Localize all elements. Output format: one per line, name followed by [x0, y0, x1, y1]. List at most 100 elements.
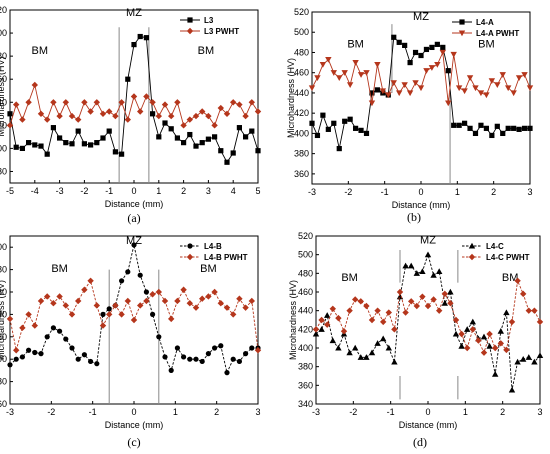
y-tick-label: 380 — [0, 377, 7, 387]
x-tick-label: -5 — [6, 186, 14, 196]
data-point — [511, 125, 517, 131]
data-point — [499, 72, 506, 78]
data-point — [402, 42, 408, 48]
data-point — [312, 326, 320, 333]
data-point — [125, 269, 131, 275]
x-tick-label: 2 — [491, 187, 496, 197]
x-tick-label: 0 — [425, 407, 430, 417]
data-point — [248, 99, 255, 106]
data-point — [192, 112, 200, 120]
y-tick-label: 520 — [0, 5, 7, 15]
data-point — [363, 130, 370, 137]
data-point — [255, 148, 261, 154]
y-tick-label: 500 — [0, 242, 7, 252]
y-tick-label: 420 — [294, 108, 309, 118]
data-point — [325, 126, 331, 132]
data-point — [75, 297, 82, 305]
data-point — [44, 116, 51, 123]
data-point — [31, 322, 38, 329]
chart-a: -5 -4 -3 -2 -1 0 1 2 3 4 5 380 400 420 440 460 480 500 520… — [0, 5, 262, 225]
data-point — [81, 286, 88, 293]
data-point — [406, 90, 414, 97]
data-point — [379, 88, 387, 95]
data-point — [242, 304, 249, 311]
data-point — [312, 330, 320, 337]
legend: L4-C L4-C PWHT — [462, 242, 530, 262]
x-tick-label: -2 — [47, 407, 55, 417]
data-point — [503, 309, 510, 316]
data-point — [187, 356, 193, 362]
series-l4-b — [7, 242, 261, 376]
data-point — [492, 370, 499, 377]
data-point — [75, 356, 81, 362]
data-point — [401, 82, 408, 89]
data-point — [455, 85, 463, 92]
data-point — [93, 302, 100, 309]
data-point — [488, 78, 496, 84]
series-line — [311, 50, 531, 104]
data-point — [368, 349, 376, 356]
y-tick-label: 420 — [0, 332, 7, 342]
data-point — [514, 277, 521, 284]
data-point — [464, 344, 471, 352]
legend-label: L3 — [204, 16, 214, 25]
data-point — [374, 340, 381, 346]
data-point — [62, 99, 69, 106]
data-point — [44, 151, 50, 157]
data-point — [199, 140, 205, 146]
data-point — [503, 346, 510, 354]
data-point — [436, 307, 443, 314]
x-tick-label: 1 — [156, 186, 161, 196]
y-tick-label: 380 — [298, 362, 313, 372]
x-tick-label: -4 — [31, 186, 39, 196]
panel-label: (a) — [127, 211, 140, 225]
data-point — [106, 128, 112, 134]
data-point — [87, 277, 94, 284]
data-point — [230, 356, 236, 362]
series-line — [315, 279, 541, 354]
data-point — [505, 85, 512, 92]
data-point — [516, 126, 522, 132]
data-point — [25, 311, 32, 318]
data-point — [396, 288, 404, 296]
data-point — [62, 302, 69, 309]
legend-label: L4-C PWHT — [486, 253, 530, 262]
data-point — [456, 122, 462, 128]
data-point — [218, 148, 224, 154]
data-point — [352, 60, 359, 66]
data-point — [525, 307, 532, 314]
data-point — [380, 335, 387, 342]
data-point — [37, 297, 45, 305]
region-label-bm: BM — [341, 272, 358, 284]
data-point — [193, 143, 199, 149]
data-point — [161, 101, 169, 108]
data-point — [26, 347, 32, 353]
x-tick-label: -2 — [344, 187, 352, 197]
x-tick-label: 1 — [463, 407, 468, 417]
data-point — [480, 333, 488, 340]
data-point — [199, 358, 205, 365]
data-point — [469, 318, 476, 325]
data-point — [119, 278, 125, 284]
data-point — [391, 326, 398, 333]
data-point — [50, 125, 56, 131]
series-l3-pwht — [6, 81, 262, 129]
legend-label: L4-A PWHT — [476, 29, 519, 38]
region-label-bm: BM — [478, 38, 495, 50]
data-point — [407, 59, 413, 66]
y-tick-label: 420 — [0, 120, 7, 130]
data-point — [32, 142, 38, 148]
data-point — [130, 93, 138, 100]
y-tick-label: 480 — [294, 47, 309, 57]
data-point — [13, 356, 19, 362]
data-point — [7, 362, 13, 368]
data-point — [390, 80, 397, 87]
data-point — [94, 361, 100, 367]
x-tick-label: 1 — [173, 407, 178, 417]
data-point — [342, 118, 348, 124]
x-tick-label: -3 — [312, 407, 320, 417]
x-tick-label: 2 — [181, 186, 186, 196]
panel-label: (b) — [407, 210, 421, 224]
data-point — [205, 112, 212, 120]
data-point — [50, 300, 57, 307]
